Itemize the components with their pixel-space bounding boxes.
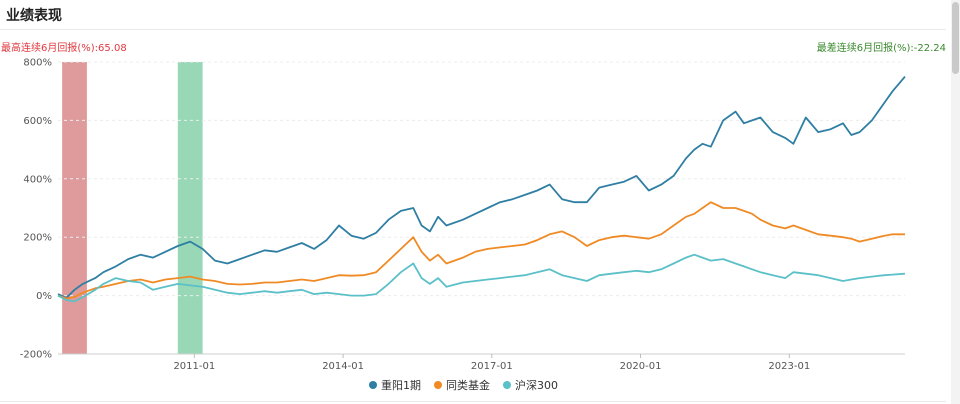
x-tick-label: 2011-01 bbox=[173, 361, 215, 372]
y-tick-label: 800% bbox=[23, 58, 52, 69]
series-line-1 bbox=[57, 76, 906, 299]
legend-marker-1 bbox=[369, 381, 377, 389]
worst-6m-return: 最差连续6月回报(%):-22.24 bbox=[817, 39, 946, 54]
y-tick-label: -200% bbox=[20, 350, 52, 361]
highlight-band-2 bbox=[177, 62, 203, 354]
legend-marker-2 bbox=[434, 381, 442, 389]
scrollbar-thumb[interactable] bbox=[952, 2, 959, 74]
highlight-band-1 bbox=[62, 62, 87, 354]
legend-label-2: 同类基金 bbox=[446, 378, 490, 392]
best-6m-return-value: 65.08 bbox=[98, 43, 127, 54]
x-tick-label: 2017-01 bbox=[471, 361, 513, 372]
y-tick-label: 400% bbox=[23, 174, 52, 185]
legend-marker-3 bbox=[503, 381, 511, 389]
legend-label-3: 沪深300 bbox=[515, 378, 558, 392]
legend-label-1: 重阳1期 bbox=[381, 378, 421, 392]
series-line-3 bbox=[57, 253, 906, 303]
y-tick-label: 0% bbox=[36, 291, 52, 302]
x-tick-label: 2014-01 bbox=[322, 361, 364, 372]
x-tick-label: 2020-01 bbox=[620, 361, 662, 372]
vertical-scrollbar[interactable] bbox=[951, 0, 960, 404]
section-title: 业绩表现 bbox=[6, 8, 62, 24]
x-tick-label: 2023-01 bbox=[768, 361, 810, 372]
best-6m-return-label: 最高连续6月回报(%): bbox=[1, 43, 99, 54]
footer-divider bbox=[0, 401, 946, 402]
worst-6m-return-value: -22.24 bbox=[913, 43, 946, 54]
best-6m-return: 最高连续6月回报(%):65.08 bbox=[1, 39, 127, 54]
series-line-2 bbox=[57, 201, 905, 300]
worst-6m-return-label: 最差连续6月回报(%): bbox=[816, 43, 914, 54]
y-tick-label: 600% bbox=[23, 116, 52, 127]
y-tick-label: 200% bbox=[23, 233, 52, 244]
header-divider bbox=[0, 29, 946, 30]
